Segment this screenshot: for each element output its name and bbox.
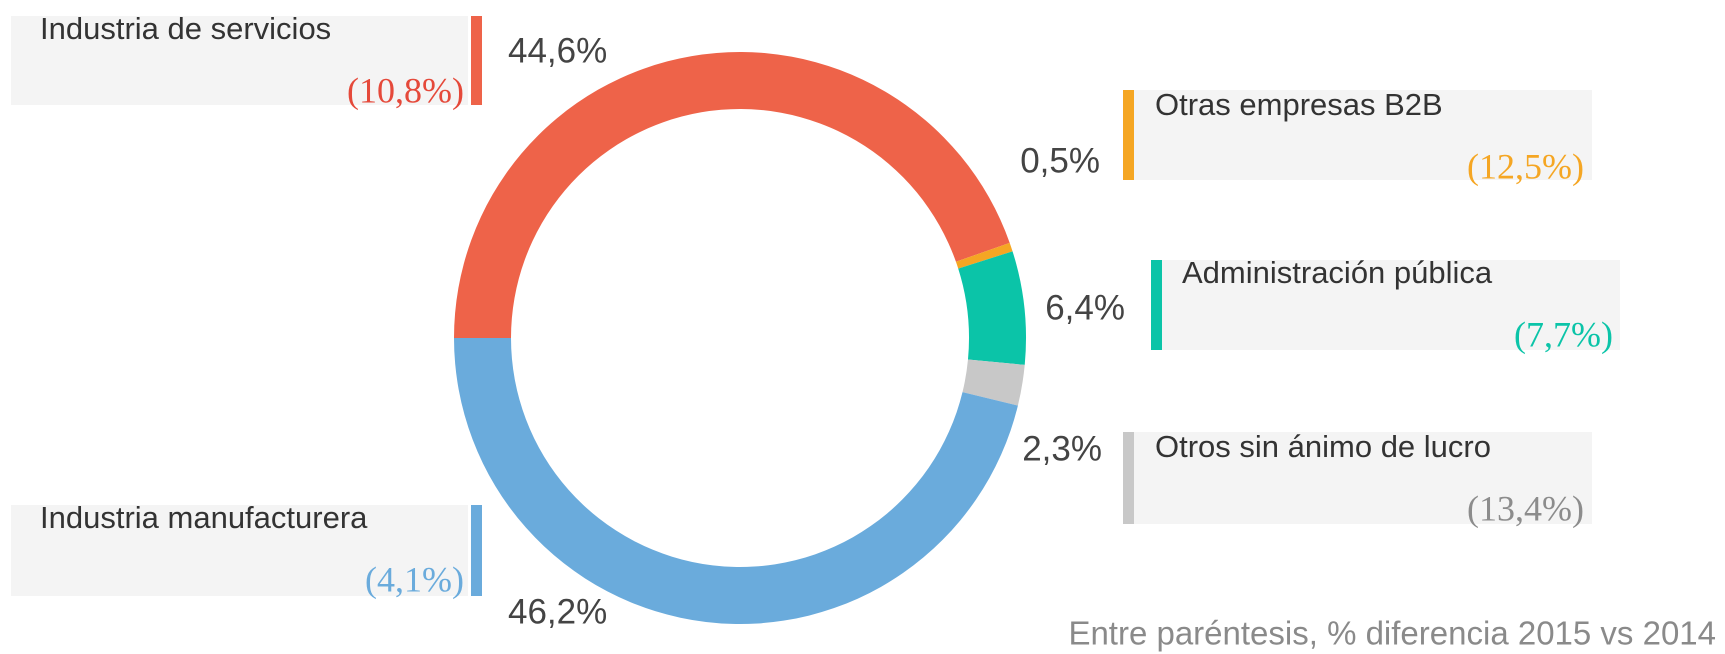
label-box — [11, 16, 468, 105]
label-box — [1162, 260, 1620, 350]
donut-segment — [958, 251, 1026, 365]
value-label: 2,3% — [1022, 429, 1102, 468]
footnote: Entre paréntesis, % diferencia 2015 vs 2… — [1068, 615, 1716, 652]
donut-segment — [454, 52, 1010, 338]
value-label: 6,4% — [1045, 288, 1125, 327]
category-label: Administración pública — [1182, 255, 1493, 290]
category-label: Industria manufacturera — [40, 500, 368, 535]
change-label: (13,4%) — [1467, 488, 1584, 528]
label-box — [11, 505, 468, 596]
value-label: 44,6% — [508, 31, 607, 70]
category-label: Industria de servicios — [40, 11, 331, 46]
label-box — [1134, 90, 1592, 180]
label-bar — [471, 16, 482, 105]
change-label: (4,1%) — [365, 559, 464, 599]
label-bar — [471, 505, 482, 596]
donut-segment — [454, 338, 1018, 624]
label-box — [1134, 432, 1592, 524]
change-label: (7,7%) — [1514, 314, 1613, 354]
change-label: (10,8%) — [347, 70, 464, 110]
value-label: 0,5% — [1020, 141, 1100, 180]
label-bar — [1123, 90, 1134, 180]
change-label: (12,5%) — [1467, 146, 1584, 186]
label-bar — [1123, 432, 1134, 524]
donut-segment — [955, 242, 1013, 269]
label-bar — [1151, 260, 1162, 350]
category-label: Otros sin ánimo de lucro — [1155, 429, 1491, 464]
value-label: 46,2% — [508, 592, 607, 631]
donut-segment — [962, 359, 1025, 406]
category-label: Otras empresas B2B — [1155, 87, 1443, 122]
